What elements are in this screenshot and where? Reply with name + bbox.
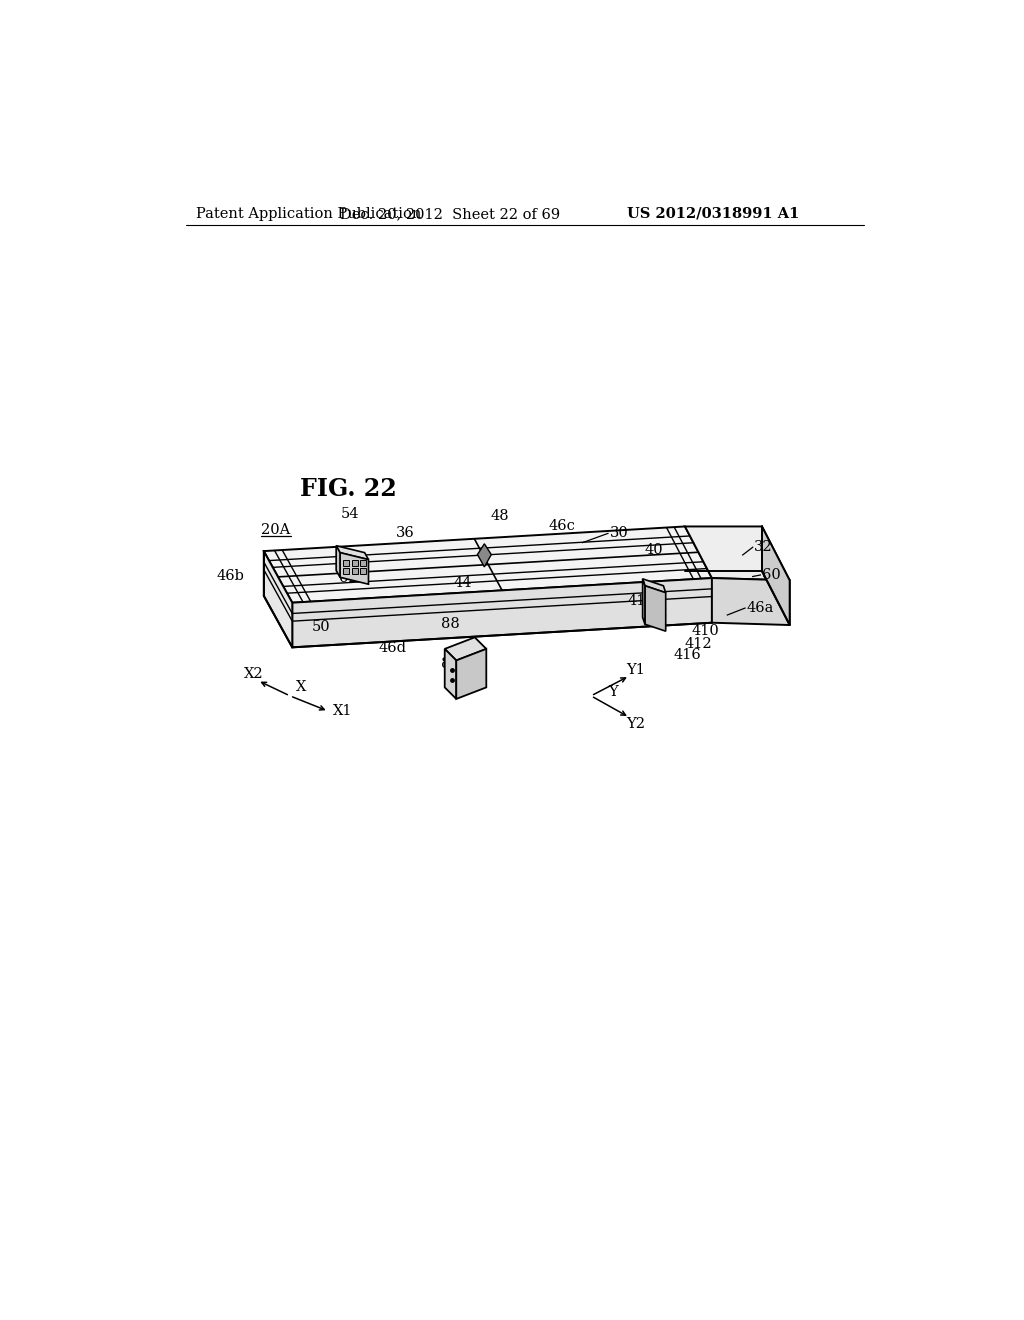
Text: 84: 84 <box>446 665 465 680</box>
Text: X2: X2 <box>244 668 263 681</box>
Text: Y: Y <box>607 685 617 700</box>
Polygon shape <box>643 579 645 624</box>
Polygon shape <box>336 545 340 577</box>
Bar <box>351 560 357 566</box>
Text: 30: 30 <box>609 527 629 540</box>
Text: 410: 410 <box>691 624 719 638</box>
Text: 82: 82 <box>440 656 460 671</box>
Text: US 2012/0318991 A1: US 2012/0318991 A1 <box>628 207 800 220</box>
Text: 46c: 46c <box>548 519 575 533</box>
Text: 46b: 46b <box>217 569 245 582</box>
Polygon shape <box>457 649 486 700</box>
Bar <box>360 560 367 566</box>
Text: 36: 36 <box>396 527 415 540</box>
Text: 40: 40 <box>645 544 664 557</box>
Text: 54: 54 <box>341 507 359 521</box>
Text: 20A: 20A <box>261 523 291 537</box>
Text: 50: 50 <box>312 619 331 634</box>
Text: 414: 414 <box>628 594 654 609</box>
Text: 80: 80 <box>451 677 469 692</box>
Polygon shape <box>444 638 486 660</box>
Polygon shape <box>444 649 457 700</box>
Text: 88: 88 <box>440 618 460 631</box>
Text: 48: 48 <box>490 510 510 524</box>
Text: Y2: Y2 <box>627 717 645 730</box>
Text: 62: 62 <box>339 572 357 585</box>
Polygon shape <box>645 586 666 631</box>
Polygon shape <box>336 545 369 560</box>
Polygon shape <box>685 527 790 581</box>
Text: X1: X1 <box>333 705 352 718</box>
Text: 412: 412 <box>685 636 713 651</box>
Text: Y1: Y1 <box>627 663 645 677</box>
Text: 60: 60 <box>762 568 780 582</box>
Polygon shape <box>264 552 292 647</box>
Text: 44: 44 <box>454 576 472 590</box>
Text: 416: 416 <box>674 648 701 663</box>
Polygon shape <box>477 544 492 566</box>
Bar <box>351 568 357 574</box>
Bar <box>343 560 349 566</box>
Text: Patent Application Publication: Patent Application Publication <box>196 207 422 220</box>
Text: FIG. 22: FIG. 22 <box>300 478 396 502</box>
Polygon shape <box>643 579 666 593</box>
Polygon shape <box>292 578 712 647</box>
Text: X: X <box>296 680 306 693</box>
Text: Dec. 20, 2012  Sheet 22 of 69: Dec. 20, 2012 Sheet 22 of 69 <box>340 207 560 220</box>
Polygon shape <box>762 527 790 626</box>
Polygon shape <box>264 527 712 603</box>
Bar <box>343 568 349 574</box>
Text: 32: 32 <box>755 540 773 554</box>
Text: 46d: 46d <box>378 642 407 655</box>
Polygon shape <box>712 578 790 626</box>
Bar <box>360 568 367 574</box>
Polygon shape <box>340 553 369 585</box>
Text: 46a: 46a <box>746 601 774 615</box>
